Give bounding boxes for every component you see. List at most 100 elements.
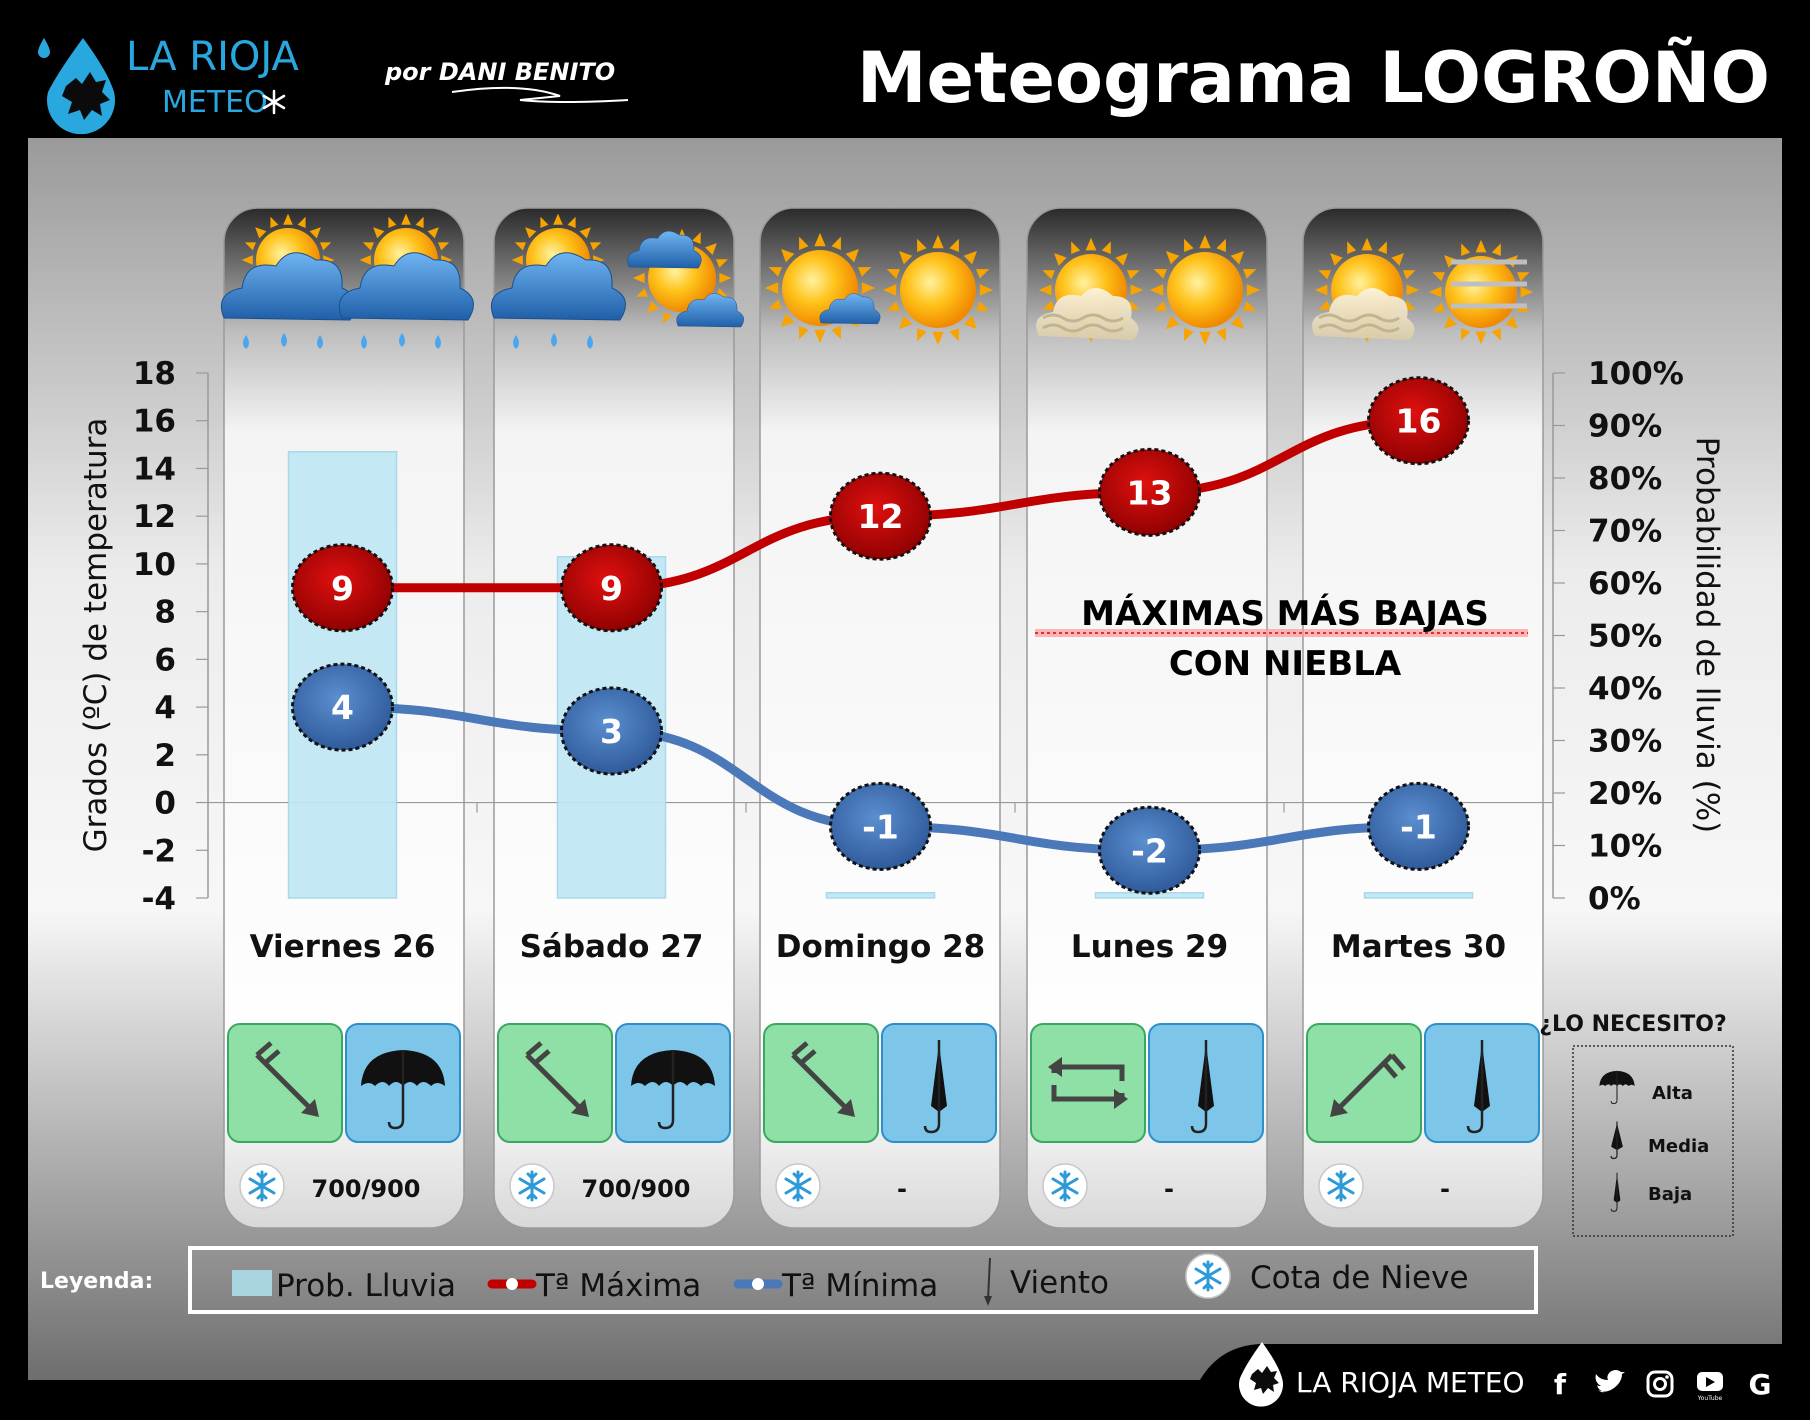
tmax-badge: 12 [829, 471, 932, 561]
right-tick-label: 30% [1588, 724, 1662, 760]
snow-level: - [1164, 1175, 1174, 1203]
tmin-badge-value: 4 [331, 688, 354, 727]
legend-snow-label: Cota de Nieve [1250, 1260, 1469, 1296]
snowflake-icon [238, 1162, 286, 1210]
tmin-badge-value: 3 [600, 712, 623, 751]
author-credit: por DANI BENITO [384, 58, 615, 86]
left-tick-label: 16 [133, 404, 176, 440]
snow-level: - [897, 1175, 907, 1203]
google-icon[interactable]: G [1749, 1368, 1772, 1401]
left-tick-label: -2 [142, 833, 176, 869]
day-column-panel [1302, 207, 1544, 1229]
rain-bar [825, 892, 936, 899]
day-column: Domingo 28 - [759, 207, 1001, 1229]
tmin-badge: -2 [1098, 805, 1201, 895]
right-tick-label: 70% [1588, 514, 1662, 550]
page-title: Meteograma LOGROÑO [857, 37, 1770, 119]
legend-title: Leyenda: [40, 1269, 153, 1294]
temperature-badges: 9 9 12 13 16 4 3 -1 -2 -1 [291, 376, 1470, 895]
youtube-caption: YouTube [1697, 1395, 1723, 1402]
right-tick-label: 0% [1588, 881, 1641, 917]
day-label: Domingo 28 [776, 929, 985, 965]
legend: Leyenda: Prob. Lluvia Tª Máxima Tª Mínim… [40, 1246, 1538, 1314]
left-tick-label: 12 [133, 499, 176, 535]
left-tick-label: 8 [154, 595, 176, 631]
brand-line1: LA RIOJA [126, 34, 299, 80]
tmax-badge-value: 13 [1127, 473, 1173, 512]
need-box: ¿LO NECESITO? Alta Media Baja [1539, 1012, 1734, 1237]
youtube-icon[interactable]: YouTube [1697, 1372, 1723, 1402]
day-column-panel [759, 207, 1001, 1229]
day-column: Lunes 29 - [1026, 207, 1268, 1229]
snow-level: 700/900 [582, 1175, 691, 1203]
right-tick-label: 60% [1588, 566, 1662, 602]
wind-box [227, 1023, 343, 1143]
day-label: Martes 30 [1331, 929, 1506, 965]
need-media-label: Media [1648, 1136, 1709, 1157]
right-tick-label: 10% [1588, 829, 1662, 865]
tmin-badge: -1 [829, 781, 932, 871]
snowflake-icon [1041, 1162, 1089, 1210]
brand-logo: LA RIOJA METEO [38, 34, 299, 135]
footer: LA RIOJA METEO f YouTube G [1200, 1342, 1810, 1420]
legend-snowflake-icon [1184, 1252, 1232, 1300]
umbrella-box [1424, 1023, 1540, 1143]
tmin-badge-value: -1 [862, 807, 899, 846]
tmin-badge: 3 [560, 686, 663, 776]
left-tick-label: 4 [154, 690, 176, 726]
umbrella-box [1148, 1023, 1264, 1143]
footer-logo-icon [1239, 1342, 1283, 1407]
legend-tmax-label: Tª Máxima [535, 1268, 701, 1304]
annotation-line1: MÁXIMAS MÁS BAJAS [1081, 593, 1489, 634]
brand-line2: METEO [162, 85, 268, 120]
legend-box [188, 1246, 1538, 1314]
tmax-badge: 9 [291, 543, 394, 633]
snow-level: - [1440, 1175, 1450, 1203]
legend-rain-label: Prob. Lluvia [276, 1268, 456, 1304]
tmax-badge-value: 16 [1396, 402, 1442, 441]
tmax-badge-value: 9 [331, 569, 354, 608]
left-tick-label: -4 [142, 881, 176, 917]
right-axis-label: Probabilidad de lluvia (%) [1689, 437, 1725, 834]
legend-wind-label: Viento [1010, 1265, 1109, 1301]
brand-snowflake-icon [262, 89, 286, 115]
right-tick-label: 20% [1588, 776, 1662, 812]
umbrella-box [345, 1023, 461, 1143]
left-tick-label: 6 [154, 642, 176, 678]
left-tick-label: 18 [133, 356, 176, 392]
right-tick-label: 80% [1588, 461, 1662, 497]
sun-haze-icon [1428, 239, 1534, 345]
tmax-badge: 16 [1367, 376, 1470, 466]
wind-variable-icon [1048, 1057, 1128, 1109]
rain-bar [1363, 892, 1474, 899]
left-tick-label: 10 [133, 547, 176, 583]
twitter-icon[interactable] [1595, 1370, 1625, 1393]
left-tick-label: 2 [154, 738, 176, 774]
tmin-badge: -1 [1367, 781, 1470, 871]
left-tick-label: 0 [154, 786, 176, 822]
day-label: Sábado 27 [520, 929, 704, 965]
right-tick-label: 100% [1588, 356, 1684, 392]
need-baja-label: Baja [1648, 1184, 1692, 1205]
tmin-badge-value: -1 [1400, 807, 1437, 846]
wind-box [497, 1023, 613, 1143]
facebook-icon[interactable]: f [1554, 1368, 1567, 1401]
tmax-badge-value: 12 [858, 497, 904, 536]
footer-brand: LA RIOJA METEO [1296, 1366, 1525, 1399]
legend-tmin-label: Tª Mínima [781, 1268, 938, 1304]
snow-level: 700/900 [312, 1175, 421, 1203]
day-label: Viernes 26 [250, 929, 436, 965]
right-tick-label: 50% [1588, 619, 1662, 655]
day-column-panel [1026, 207, 1268, 1229]
umbrella-half-icon [1610, 1121, 1623, 1160]
axes: 18 16 14 12 10 8 6 4 2 0 -2 -4 100% 9 0% 80% 70% 60% 50% 40… [78, 356, 1725, 917]
tmax-badge: 9 [560, 543, 663, 633]
umbrella-box [881, 1023, 997, 1143]
instagram-icon[interactable] [1646, 1370, 1674, 1398]
left-tick-label: 14 [133, 451, 176, 487]
right-tick-label: 40% [1588, 671, 1662, 707]
wind-box [1306, 1023, 1422, 1143]
day-label: Lunes 29 [1071, 929, 1228, 965]
snowflake-icon [508, 1162, 556, 1210]
